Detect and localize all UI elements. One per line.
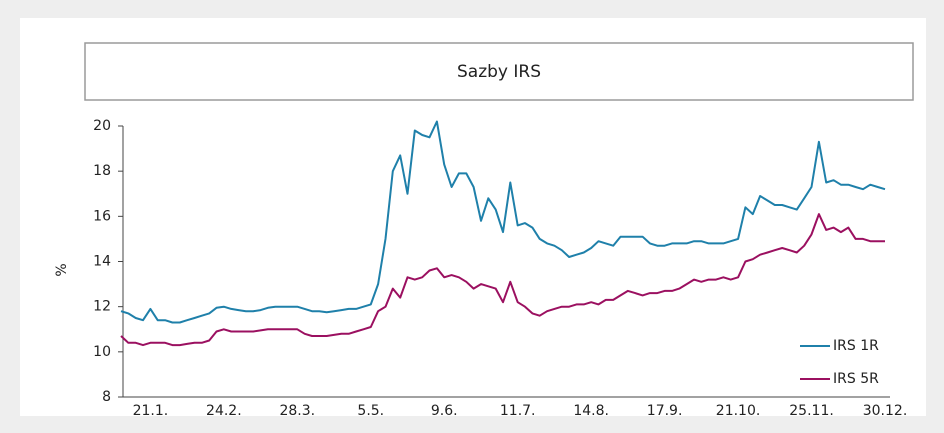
legend-label: IRS 5R bbox=[833, 371, 879, 387]
y-tick-label: 18 bbox=[93, 163, 111, 179]
y-axis-label: % bbox=[54, 263, 70, 276]
x-tick-label: 24.2. bbox=[206, 403, 242, 419]
x-tick-label: 25.11. bbox=[789, 403, 834, 419]
chart-title: Sazby IRS bbox=[457, 62, 541, 82]
x-tick-label: 28.3. bbox=[279, 403, 315, 419]
legend-label: IRS 1R bbox=[833, 338, 879, 354]
line-series bbox=[120, 213, 885, 347]
x-tick-label: 21.10. bbox=[716, 403, 761, 419]
line-series bbox=[120, 120, 886, 324]
y-tick-label: 16 bbox=[93, 208, 111, 224]
y-tick-label: 20 bbox=[93, 118, 111, 134]
y-tick-label: 12 bbox=[93, 299, 111, 315]
title-box bbox=[84, 42, 914, 101]
x-tick-label: 30.12. bbox=[863, 403, 908, 419]
x-tick-label: 21.1. bbox=[133, 403, 169, 419]
y-tick-label: 14 bbox=[93, 254, 111, 270]
x-tick-label: 17.9. bbox=[647, 403, 683, 419]
x-tick-label: 14.8. bbox=[573, 403, 609, 419]
x-tick-label: 5.5. bbox=[357, 403, 384, 419]
y-tick-label: 10 bbox=[93, 344, 111, 360]
x-tick-label: 9.6. bbox=[431, 403, 458, 419]
x-tick-label: 11.7. bbox=[500, 403, 536, 419]
y-tick-label: 8 bbox=[102, 389, 111, 405]
